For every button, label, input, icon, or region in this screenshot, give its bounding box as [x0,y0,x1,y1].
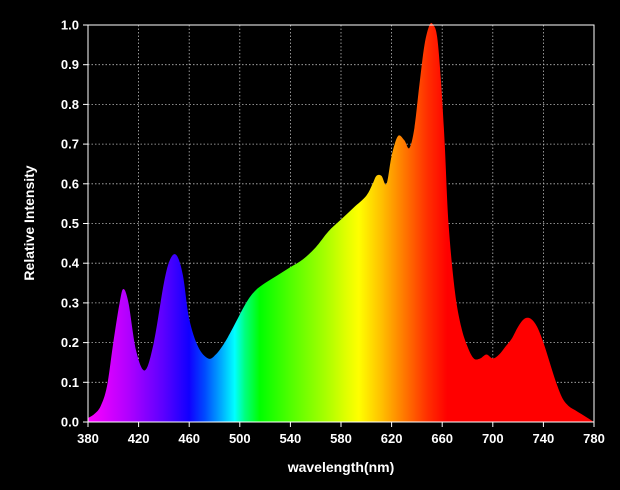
y-tick-label: 0.9 [61,57,79,72]
x-axis-title: wavelength(nm) [287,459,395,475]
y-tick-label: 0.4 [61,256,80,271]
spectrum-area [88,22,594,422]
x-tick-label: 780 [583,431,605,446]
x-tick-label: 540 [280,431,302,446]
y-axis-title: Relative Intensity [21,165,37,280]
x-tick-label: 660 [431,431,453,446]
y-tick-label: 0.0 [61,415,79,430]
x-tick-label: 620 [381,431,403,446]
y-axis-ticks: 0.0 0.1 0.2 0.3 0.4 0.5 0.6 0.7 0.8 0.9 1.0 [61,18,88,430]
x-tick-label: 580 [330,431,352,446]
x-axis-ticks: 380 420 460 500 540 580 620 660 700 740 780 [77,422,605,446]
y-tick-label: 0.3 [61,295,79,310]
x-tick-label: 740 [533,431,555,446]
x-tick-label: 420 [128,431,150,446]
y-tick-label: 0.2 [61,335,79,350]
x-tick-label: 700 [482,431,504,446]
y-tick-label: 0.6 [61,176,79,191]
y-tick-label: 0.8 [61,97,79,112]
x-tick-label: 460 [178,431,200,446]
x-tick-label: 500 [229,431,251,446]
y-tick-label: 0.5 [61,216,79,231]
x-tick-label: 380 [77,431,99,446]
y-tick-label: 0.1 [61,375,79,390]
y-tick-label: 1.0 [61,18,79,33]
y-tick-label: 0.7 [61,137,79,152]
